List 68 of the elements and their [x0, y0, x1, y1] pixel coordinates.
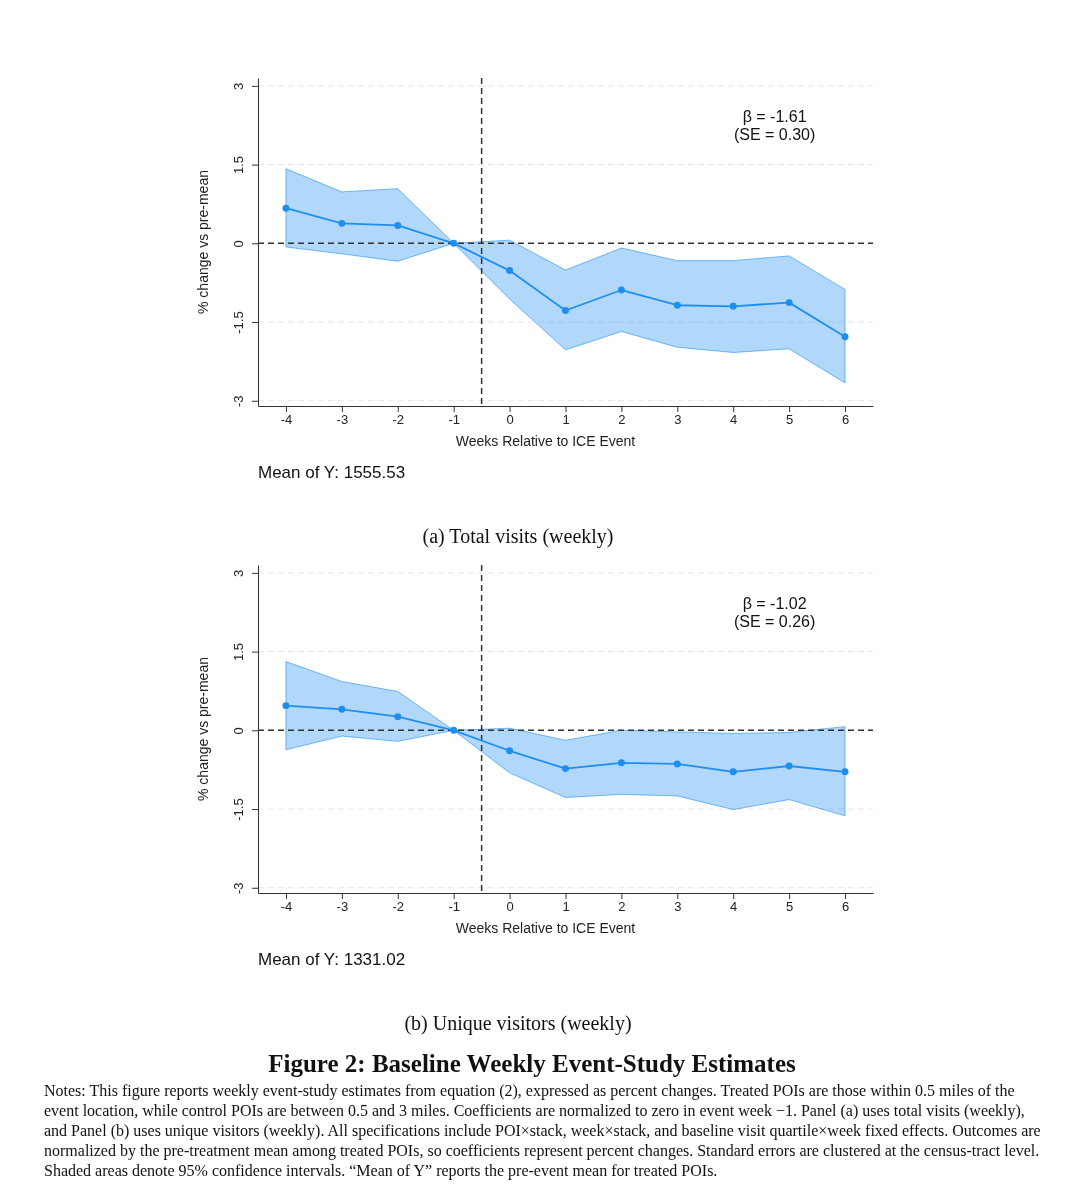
point	[785, 299, 793, 307]
annotation: β = -1.61	[742, 108, 807, 125]
text: Mean of Y: 1555.53	[258, 463, 406, 482]
point	[506, 267, 514, 275]
x-tick-label: -1	[448, 412, 460, 428]
point	[617, 759, 625, 767]
point	[450, 239, 458, 247]
y-tick-label: -3	[231, 395, 246, 408]
x-tick-label: -4	[280, 412, 293, 428]
x-tick-label: 0	[506, 412, 514, 428]
y-tick-label: 1.5	[231, 643, 246, 662]
point	[394, 713, 402, 721]
x-tick-label: 3	[674, 899, 682, 915]
point	[562, 307, 569, 314]
x-axis-title: Weeks Relative to ICE Event	[455, 920, 636, 936]
point	[338, 219, 346, 227]
point	[338, 705, 346, 713]
annotation: (SE = 0.30)	[733, 126, 816, 143]
point	[617, 286, 625, 294]
x-tick-label: 1	[562, 899, 570, 915]
y-tick-label: 0	[231, 240, 246, 248]
x-tick-label: -1	[448, 899, 460, 915]
point	[729, 768, 737, 776]
x-tick-label: 2	[618, 899, 626, 915]
x-tick-label: 5	[786, 899, 794, 915]
x-tick-label: 3	[674, 412, 682, 428]
point	[785, 762, 793, 770]
point	[282, 702, 290, 710]
x-tick-label: 0	[506, 899, 514, 915]
x-tick-label: -2	[392, 412, 405, 428]
point	[562, 765, 569, 773]
y-tick-label: -1.5	[231, 798, 246, 821]
x-tick-label: -3	[336, 899, 349, 915]
point	[450, 726, 458, 734]
y-tick-label: -1.5	[231, 311, 246, 334]
x-tick-label: -4	[280, 899, 293, 915]
point	[841, 768, 849, 776]
point	[673, 301, 681, 309]
y-axis-title: % change vs pre-mean	[195, 170, 211, 314]
text: (a) Total visits (weekly)	[422, 525, 614, 548]
y-tick-label: 1.5	[231, 156, 246, 175]
point	[282, 204, 290, 212]
x-tick-label: 6	[841, 412, 850, 428]
x-axis-title: Weeks Relative to ICE Event	[455, 433, 636, 449]
annotation: β = -1.02	[742, 595, 807, 612]
x-tick-label: 4	[730, 412, 738, 428]
annotation: (SE = 0.26)	[733, 613, 816, 630]
text: Mean of Y: 1331.02	[258, 950, 406, 969]
x-tick-label: 1	[562, 412, 570, 428]
point	[506, 747, 514, 755]
y-tick-label: 0	[231, 727, 246, 735]
x-tick-label: 2	[618, 412, 626, 428]
point	[729, 302, 737, 310]
x-tick-label: 5	[786, 412, 794, 428]
y-axis-title: % change vs pre-mean	[195, 657, 211, 801]
x-tick-label: 6	[841, 899, 850, 915]
x-tick-label: -2	[392, 899, 405, 915]
text: Figure 2: Baseline Weekly Event-Study Estimates	[268, 1050, 797, 1077]
x-tick-label: 4	[730, 899, 738, 915]
y-tick-label: -3	[231, 882, 246, 895]
point	[394, 222, 402, 229]
y-tick-label: 3	[231, 569, 246, 577]
point	[841, 333, 849, 341]
point	[673, 760, 681, 768]
text: Notes: This figure reports weekly event-study estimates from equation (2), expressed as percent changes. Treated POIs are those within 0.5 miles of the event location, while control POIs are between 0.5 and 3 miles. Coefficients are normalized to zero in event week −1. Panel (a) uses total visits (weekly), and Panel (b) uses unique visitors (weekly). All specifications include POI×stack, week×stack, and baseline visit quartile×week fixed effects. Outcomes are normalized by the pre-treatment mean among treated POIs, so coefficients represent percent changes. Standard errors are clustered at the census-tract level. Shaded areas denote 95% confidence intervals. “Mean of Y” reports the pre-event mean for treated POIs.	[44, 1082, 1041, 1180]
text: (b) Unique visitors (weekly)	[404, 1012, 632, 1035]
y-tick-label: 3	[231, 82, 246, 90]
x-tick-label: -3	[336, 412, 349, 428]
